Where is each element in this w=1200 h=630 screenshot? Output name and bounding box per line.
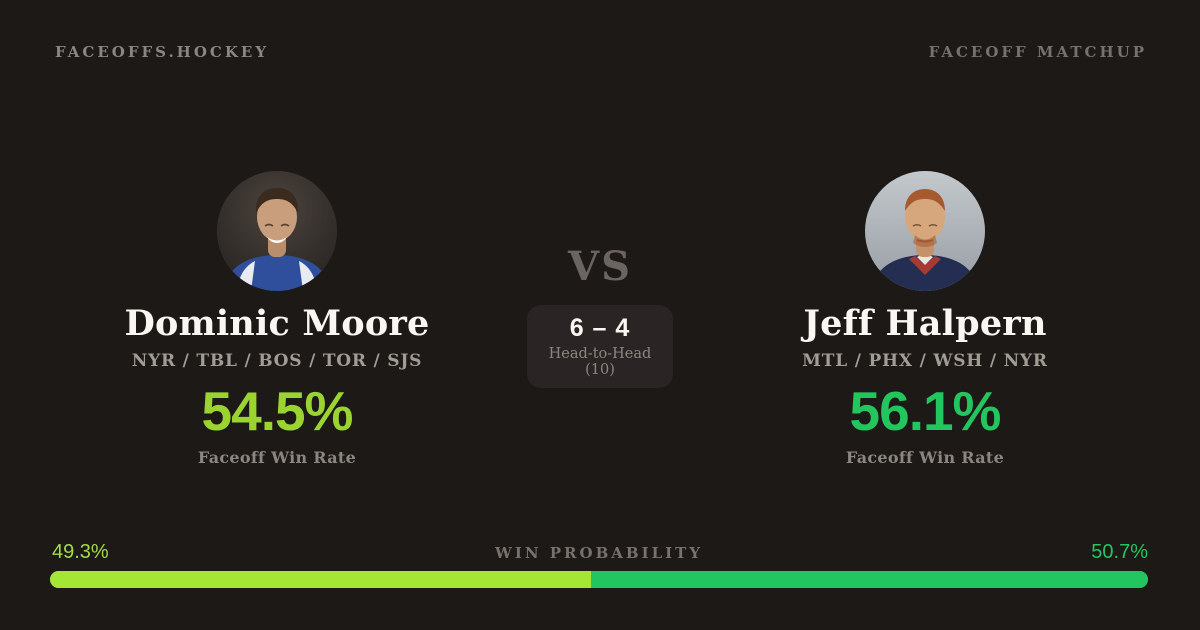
faceoff-win-rate-right: 56.1% <box>849 379 1002 442</box>
matchup-type-label: FACEOFF MATCHUP <box>928 43 1147 61</box>
brand-logo-text: FACEOFFS.HOCKEY <box>55 43 270 61</box>
win-probability-bar-left-segment <box>50 571 592 588</box>
win-probability-title: WIN PROBABILITY <box>494 544 704 562</box>
vs-label: VS <box>568 243 632 290</box>
player-avatar-right <box>865 171 985 291</box>
head-to-head-box: 6 – 4 Head-to-Head (10) <box>527 305 673 388</box>
player-card-right: Jeff Halpern MTL / PHX / WSH / NYR 56.1%… <box>705 171 1145 467</box>
player-teams-right: MTL / PHX / WSH / NYR <box>802 350 1048 371</box>
versus-block: VS 6 – 4 Head-to-Head (10) <box>480 247 720 388</box>
head-to-head-score: 6 – 4 <box>569 314 631 342</box>
player-photo-right-placeholder <box>865 171 985 291</box>
player-avatar-left <box>217 171 337 291</box>
head-to-head-label: Head-to-Head (10) <box>548 345 652 378</box>
win-probability-row: 49.3% WIN PROBABILITY 50.7% <box>50 541 1148 565</box>
faceoff-win-rate-left: 54.5% <box>201 379 354 442</box>
player-card-left: Dominic Moore NYR / TBL / BOS / TOR / SJ… <box>57 171 497 467</box>
win-probability-left-value: 49.3% <box>52 541 109 563</box>
player-name-right: Jeff Halpern <box>803 303 1047 344</box>
win-probability-bar <box>50 571 1148 588</box>
faceoff-win-rate-label-right: Faceoff Win Rate <box>845 447 1005 467</box>
win-probability-bar-right-segment <box>591 571 1148 588</box>
player-teams-left: NYR / TBL / BOS / TOR / SJS <box>131 350 423 371</box>
faceoff-win-rate-label-left: Faceoff Win Rate <box>197 447 357 467</box>
win-probability-right-value: 50.7% <box>1091 541 1148 563</box>
player-photo-left-placeholder <box>217 171 337 291</box>
player-name-left: Dominic Moore <box>124 303 430 344</box>
